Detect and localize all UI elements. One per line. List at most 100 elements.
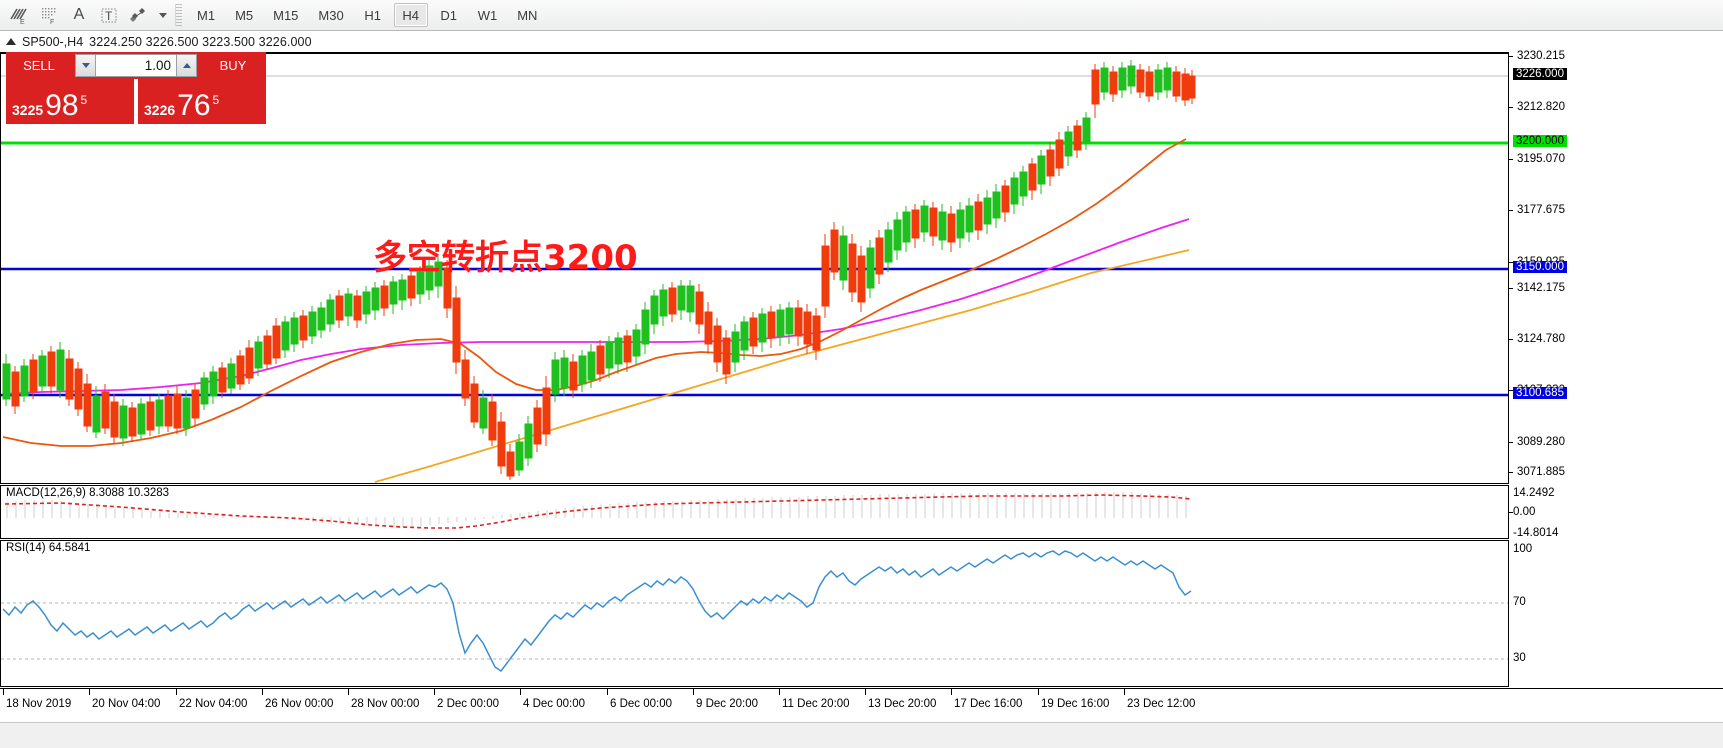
rsi-axis-label-100: 100 <box>1513 543 1533 555</box>
timeframe-h4[interactable]: H4 <box>393 3 428 27</box>
rsi-pane[interactable]: RSI(14) 64.5841 <box>0 540 1509 687</box>
time-label-5: 2 Dec 00:00 <box>437 698 500 710</box>
sell-button[interactable]: SELL <box>6 52 72 79</box>
time-label-6: 4 Dec 00:00 <box>523 698 586 710</box>
buy-price-main: 76 <box>177 89 211 122</box>
text-object-icon[interactable]: T <box>94 2 124 28</box>
macd-pane[interactable]: MACD(12,26,9) 8.3088 10.3283 <box>0 485 1509 539</box>
time-label-0: 18 Nov 2019 <box>6 698 72 710</box>
main-toolbar: E F A T M1 M5 M15 M30 H1 H4 D1 W1 MN <box>0 0 1723 31</box>
volume-increment-button[interactable] <box>176 54 197 77</box>
time-tick <box>865 689 866 695</box>
time-tick <box>89 689 90 695</box>
axis-tick <box>1509 472 1513 473</box>
objects-dropdown-icon[interactable] <box>154 2 170 28</box>
chart-annotation-text[interactable]: 多空转折点3200 <box>373 238 638 278</box>
timeframe-h1[interactable]: H1 <box>364 7 382 23</box>
axis-tick <box>1509 442 1513 443</box>
timeframe-m30[interactable]: M30 <box>318 7 344 23</box>
time-label-4: 28 Nov 00:00 <box>351 698 420 710</box>
time-tick <box>951 689 952 695</box>
crosshair-grid-icon[interactable]: F <box>34 2 64 28</box>
collapse-triangle-icon[interactable] <box>6 38 16 45</box>
axis-label-3177: 3177.675 <box>1517 204 1565 216</box>
chart-container[interactable]: MACD(12,26,9) 8.3088 10.3283 <box>0 50 1723 748</box>
timeframe-d1[interactable]: D1 <box>440 7 458 23</box>
axis-tick <box>1509 288 1513 289</box>
symbol-timeframe-label: SP500-,H4 <box>22 34 84 49</box>
sell-price-prefix: 3225 <box>12 102 44 118</box>
timeframe-w1[interactable]: W1 <box>477 7 498 23</box>
time-label-11: 17 Dec 16:00 <box>954 698 1023 710</box>
indicators-icon[interactable]: E <box>4 2 34 28</box>
time-tick <box>262 689 263 695</box>
timeframe-m5[interactable]: M5 <box>235 7 254 23</box>
time-tick <box>1124 689 1125 695</box>
rsi-chart-svg <box>1 550 1508 673</box>
macd-axis-label-max: 14.2492 <box>1513 487 1555 499</box>
price-axis[interactable]: 3230.215 3226.000 3212.820 3200.000 3195… <box>1509 50 1723 484</box>
axis-label-3089: 3089.280 <box>1517 436 1565 448</box>
time-tick <box>434 689 435 695</box>
axis-label-3195: 3195.070 <box>1517 153 1565 165</box>
macd-chart-svg <box>4 492 1192 529</box>
svg-text:T: T <box>105 9 113 23</box>
axis-label-current-price: 3226.000 <box>1513 68 1567 80</box>
status-bar <box>0 722 1723 748</box>
time-tick <box>3 689 4 695</box>
text-label-icon[interactable]: A <box>73 6 85 23</box>
volume-control[interactable]: 1.00 <box>72 52 200 79</box>
macd-histogram <box>6 492 1187 527</box>
timeframe-m15[interactable]: M15 <box>273 7 299 23</box>
buy-price-prefix: 3226 <box>144 102 176 118</box>
axis-tick <box>1509 159 1513 160</box>
axis-label-3200-green: 3200.000 <box>1513 135 1567 147</box>
time-tick <box>520 689 521 695</box>
volume-input[interactable]: 1.00 <box>96 54 176 77</box>
axis-label-3212: 3212.820 <box>1517 101 1565 113</box>
time-axis[interactable]: 18 Nov 2019 20 Nov 04:00 22 Nov 04:00 26… <box>0 688 1723 720</box>
chevron-down-icon <box>158 12 167 18</box>
macd-axis[interactable]: 14.2492 0.00 -14.8014 <box>1509 485 1723 539</box>
axis-label-3150-blue: 3150.000 <box>1513 261 1567 273</box>
macd-axis-label-min: -14.8014 <box>1513 527 1559 539</box>
axis-tick <box>1509 512 1513 513</box>
rsi-indicator-label: RSI(14) 64.5841 <box>6 542 91 554</box>
axis-label-3230: 3230.215 <box>1517 50 1565 62</box>
trade-panel-header: SELL 1.00 BUY <box>6 52 266 79</box>
buy-button[interactable]: BUY <box>200 52 266 79</box>
macd-signal-line <box>4 494 1192 529</box>
axis-tick <box>1509 56 1513 57</box>
sell-price-fraction: 5 <box>80 93 88 107</box>
time-label-13: 23 Dec 12:00 <box>1127 698 1196 710</box>
ma-long-orange <box>374 249 1190 483</box>
axis-tick <box>1509 339 1513 340</box>
axis-label-3124: 3124.780 <box>1517 333 1565 345</box>
axis-tick <box>1509 262 1513 263</box>
buy-price-box[interactable]: 3226 76 5 <box>138 79 266 124</box>
objects-icon[interactable] <box>124 2 154 28</box>
sell-price-box[interactable]: 3225 98 5 <box>6 79 134 124</box>
quote-bar: SP500-,H4 3224.250 3226.500 3223.500 322… <box>0 31 1723 52</box>
timeframe-m1[interactable]: M1 <box>197 7 216 23</box>
time-label-10: 13 Dec 20:00 <box>868 698 937 710</box>
trade-panel-prices: 3225 98 5 3226 76 5 <box>6 79 266 124</box>
candlestick-series <box>2 60 1196 480</box>
rsi-line <box>2 550 1192 673</box>
svg-text:F: F <box>50 19 54 26</box>
timeframe-mn[interactable]: MN <box>517 7 538 23</box>
svg-text:E: E <box>20 19 25 26</box>
volume-decrement-button[interactable] <box>75 54 96 77</box>
axis-tick <box>1509 390 1513 391</box>
time-label-1: 20 Nov 04:00 <box>92 698 161 710</box>
price-pane[interactable] <box>0 52 1509 484</box>
sell-price-main: 98 <box>45 89 79 122</box>
time-label-12: 19 Dec 16:00 <box>1041 698 1110 710</box>
chevron-up-icon <box>182 63 191 68</box>
one-click-trading-panel[interactable]: SELL 1.00 BUY 3225 98 5 3226 76 5 <box>6 52 266 124</box>
rsi-axis-label-70: 70 <box>1513 596 1526 608</box>
time-tick <box>348 689 349 695</box>
buy-price-fraction: 5 <box>212 93 220 107</box>
time-label-2: 22 Nov 04:00 <box>179 698 248 710</box>
rsi-axis[interactable]: 100 70 30 <box>1509 540 1723 687</box>
